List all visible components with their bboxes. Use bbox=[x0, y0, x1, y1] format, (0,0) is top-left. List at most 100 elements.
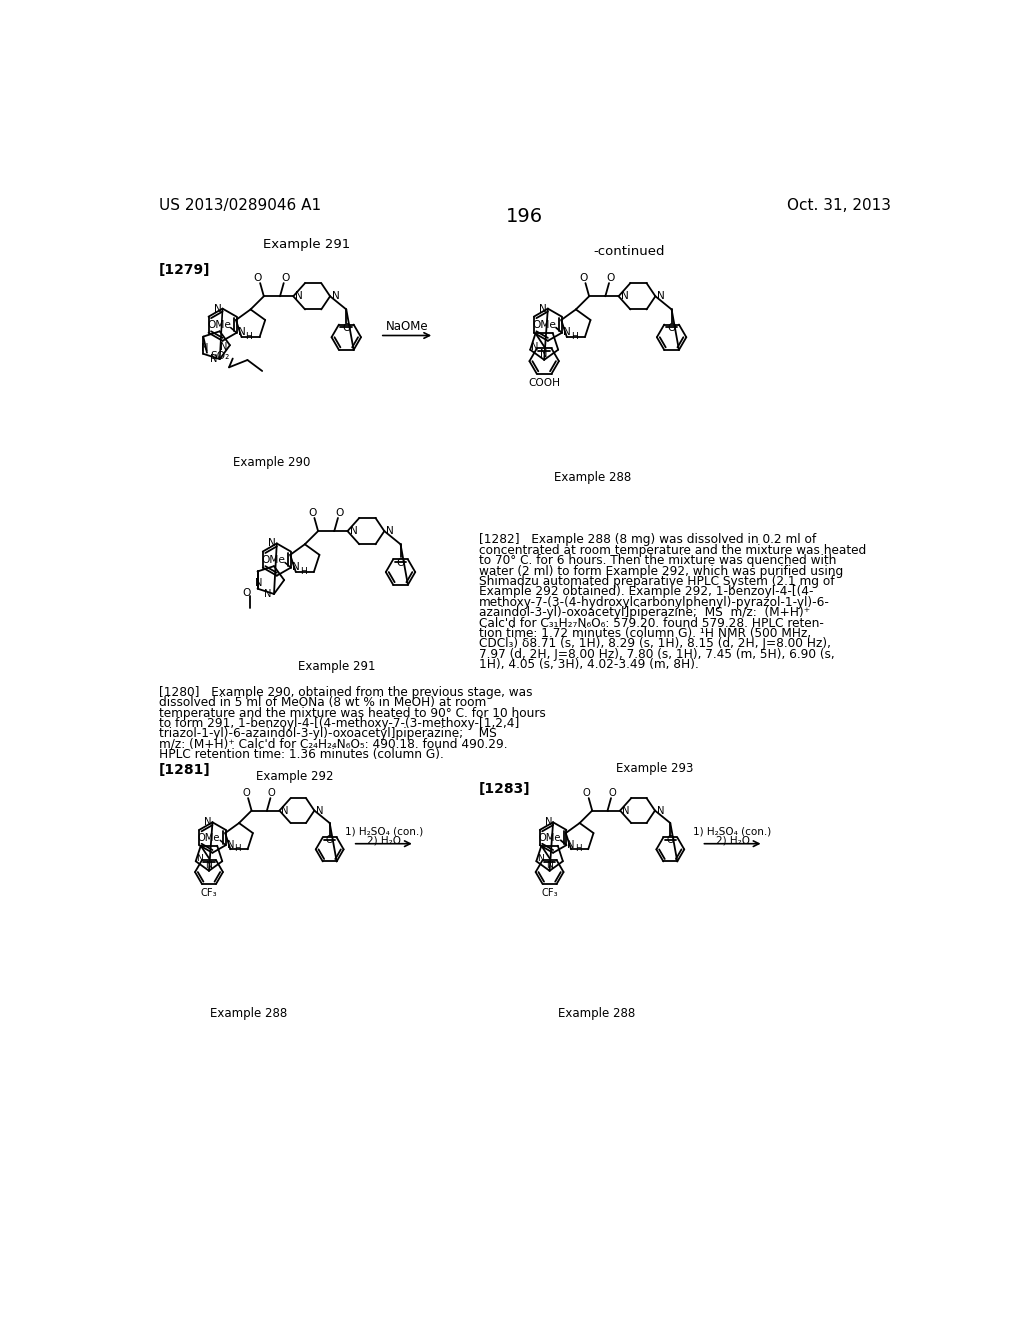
Text: 1) H₂SO₄ (con.): 1) H₂SO₄ (con.) bbox=[693, 826, 772, 837]
Text: O: O bbox=[268, 788, 275, 799]
Text: 1) H₂SO₄ (con.): 1) H₂SO₄ (con.) bbox=[345, 826, 423, 837]
Text: Example 291: Example 291 bbox=[299, 660, 376, 673]
Text: N: N bbox=[622, 805, 630, 816]
Text: OMe: OMe bbox=[261, 556, 285, 565]
Text: O: O bbox=[281, 273, 290, 282]
Text: SO₂: SO₂ bbox=[211, 351, 230, 362]
Text: N: N bbox=[530, 342, 539, 352]
Text: O: O bbox=[668, 322, 676, 333]
Text: [1283]: [1283] bbox=[479, 781, 530, 796]
Text: N: N bbox=[220, 342, 227, 351]
Text: dissolved in 5 ml of MeONa (8 wt % in MeOH) at room: dissolved in 5 ml of MeONa (8 wt % in Me… bbox=[159, 696, 486, 709]
Text: Example 292 obtained). Example 292, 1-benzoyl-4-[(4-: Example 292 obtained). Example 292, 1-be… bbox=[479, 585, 814, 598]
Text: Example 288: Example 288 bbox=[554, 471, 632, 484]
Text: water (2 ml) to form Example 292, which was purified using: water (2 ml) to form Example 292, which … bbox=[479, 565, 844, 578]
Text: N: N bbox=[264, 589, 271, 599]
Text: temperature and the mixture was heated to 90° C. for 10 hours: temperature and the mixture was heated t… bbox=[159, 706, 546, 719]
Text: N: N bbox=[656, 805, 665, 816]
Text: N: N bbox=[621, 292, 629, 301]
Text: N: N bbox=[295, 292, 303, 301]
Text: N: N bbox=[292, 562, 300, 572]
Text: [1280]   Example 290, obtained from the previous stage, was: [1280] Example 290, obtained from the pr… bbox=[159, 686, 532, 698]
Text: azaindol-3-yl)-oxoacetyl]piperazine;  MS  m/z:  (M+H)⁺: azaindol-3-yl)-oxoacetyl]piperazine; MS … bbox=[479, 606, 810, 619]
Text: Example 291: Example 291 bbox=[262, 238, 350, 251]
Text: methoxy-7-(3-(4-hydroxylcarbonylphenyl)-pyrazol-1-yl)-6-: methoxy-7-(3-(4-hydroxylcarbonylphenyl)-… bbox=[479, 595, 829, 609]
Text: Example 290: Example 290 bbox=[232, 455, 310, 469]
Text: 196: 196 bbox=[506, 207, 544, 226]
Text: N: N bbox=[214, 304, 222, 314]
Text: N: N bbox=[206, 861, 212, 870]
Text: N: N bbox=[349, 527, 357, 536]
Text: 7.97 (d, 2H, J=8.00 Hz), 7.80 (s, 1H), 7.45 (m, 5H), 6.90 (s,: 7.97 (d, 2H, J=8.00 Hz), 7.80 (s, 1H), 7… bbox=[479, 648, 835, 661]
Text: O: O bbox=[335, 508, 344, 517]
Text: O: O bbox=[342, 322, 350, 333]
Text: CF₃: CF₃ bbox=[201, 888, 217, 898]
Text: COOH: COOH bbox=[528, 378, 560, 388]
Text: H: H bbox=[300, 566, 307, 576]
Text: m/z: (M+H)⁺ Calc'd for C₂₄H₂₄N₆O₅: 490.18. found 490.29.: m/z: (M+H)⁺ Calc'd for C₂₄H₂₄N₆O₅: 490.1… bbox=[159, 738, 508, 751]
Text: Example 288: Example 288 bbox=[210, 1007, 287, 1019]
Text: O: O bbox=[606, 273, 614, 282]
Text: O: O bbox=[583, 788, 591, 799]
Text: N: N bbox=[332, 292, 340, 301]
Text: Example 292: Example 292 bbox=[256, 770, 334, 783]
Text: N: N bbox=[537, 854, 544, 863]
Text: H: H bbox=[246, 333, 253, 341]
Text: NaOMe: NaOMe bbox=[386, 319, 428, 333]
Text: N: N bbox=[227, 840, 234, 850]
Text: triazol-1-yl)-6-azaindol-3-yl)-oxoacetyl]piperazine;    MS: triazol-1-yl)-6-azaindol-3-yl)-oxoacetyl… bbox=[159, 727, 497, 741]
Text: N: N bbox=[545, 817, 552, 828]
Text: 2) H₂O: 2) H₂O bbox=[367, 836, 400, 846]
Text: N: N bbox=[201, 343, 209, 352]
Text: O: O bbox=[608, 788, 616, 799]
Text: O: O bbox=[326, 836, 334, 845]
Text: concentrated at room temperature and the mixture was heated: concentrated at room temperature and the… bbox=[479, 544, 866, 557]
Text: O: O bbox=[579, 273, 588, 282]
Text: OMe: OMe bbox=[198, 833, 220, 843]
Text: H: H bbox=[234, 845, 241, 853]
Text: 1H), 4.05 (s, 3H), 4.02-3.49 (m, 8H).: 1H), 4.05 (s, 3H), 4.02-3.49 (m, 8H). bbox=[479, 659, 698, 671]
Text: CDCl₃) δ8.71 (s, 1H), 8.29 (s, 1H), 8.15 (d, 2H, J=8.00 Hz),: CDCl₃) δ8.71 (s, 1H), 8.29 (s, 1H), 8.15… bbox=[479, 638, 830, 651]
Text: H: H bbox=[574, 845, 582, 853]
Text: N: N bbox=[567, 840, 574, 850]
Text: CF₃: CF₃ bbox=[542, 888, 558, 898]
Text: N: N bbox=[563, 327, 570, 337]
Text: [1281]: [1281] bbox=[159, 763, 211, 777]
Text: Calc'd for C₃₁H₂₇N₆O₆: 579.20. found 579.28. HPLC reten-: Calc'd for C₃₁H₂₇N₆O₆: 579.20. found 579… bbox=[479, 616, 824, 630]
Text: HPLC retention time: 1.36 minutes (column G).: HPLC retention time: 1.36 minutes (colum… bbox=[159, 748, 443, 762]
Text: N: N bbox=[541, 348, 548, 359]
Text: H: H bbox=[571, 333, 578, 341]
Text: N: N bbox=[546, 861, 553, 870]
Text: O: O bbox=[667, 836, 674, 845]
Text: -continued: -continued bbox=[593, 244, 665, 257]
Text: N: N bbox=[210, 354, 217, 364]
Text: to 70° C. for 6 hours. Then the mixture was quenched with: to 70° C. for 6 hours. Then the mixture … bbox=[479, 554, 837, 568]
Text: tion time: 1.72 minutes (column G). ¹H NMR (500 MHz,: tion time: 1.72 minutes (column G). ¹H N… bbox=[479, 627, 811, 640]
Text: to form 291, 1-benzoyl-4-[(4-methoxy-7-(3-methoxy-[1,2,4]: to form 291, 1-benzoyl-4-[(4-methoxy-7-(… bbox=[159, 717, 519, 730]
Text: O: O bbox=[308, 508, 316, 517]
Text: N: N bbox=[316, 805, 324, 816]
Text: N: N bbox=[282, 805, 289, 816]
Text: N: N bbox=[204, 817, 212, 828]
Text: [1282]   Example 288 (8 mg) was dissolved in 0.2 ml of: [1282] Example 288 (8 mg) was dissolved … bbox=[479, 533, 816, 546]
Text: N: N bbox=[238, 327, 246, 337]
Text: N: N bbox=[386, 527, 394, 536]
Text: OMe: OMe bbox=[539, 833, 561, 843]
Text: O: O bbox=[243, 589, 251, 598]
Text: Oct. 31, 2013: Oct. 31, 2013 bbox=[786, 198, 891, 214]
Text: O: O bbox=[396, 557, 404, 568]
Text: O: O bbox=[242, 788, 250, 799]
Text: N: N bbox=[268, 539, 276, 549]
Text: N: N bbox=[255, 578, 263, 587]
Text: N: N bbox=[540, 304, 547, 314]
Text: Example 288: Example 288 bbox=[558, 1007, 636, 1019]
Text: OMe: OMe bbox=[532, 321, 556, 330]
Text: OMe: OMe bbox=[207, 321, 230, 330]
Text: [1279]: [1279] bbox=[159, 263, 211, 277]
Text: N: N bbox=[197, 854, 204, 863]
Text: O: O bbox=[254, 273, 262, 282]
Text: Shimadzu automated preparative HPLC System (2.1 mg of: Shimadzu automated preparative HPLC Syst… bbox=[479, 576, 835, 587]
Text: US 2013/0289046 A1: US 2013/0289046 A1 bbox=[159, 198, 322, 214]
Text: N: N bbox=[657, 292, 666, 301]
Text: 2) H₂O: 2) H₂O bbox=[716, 836, 750, 846]
